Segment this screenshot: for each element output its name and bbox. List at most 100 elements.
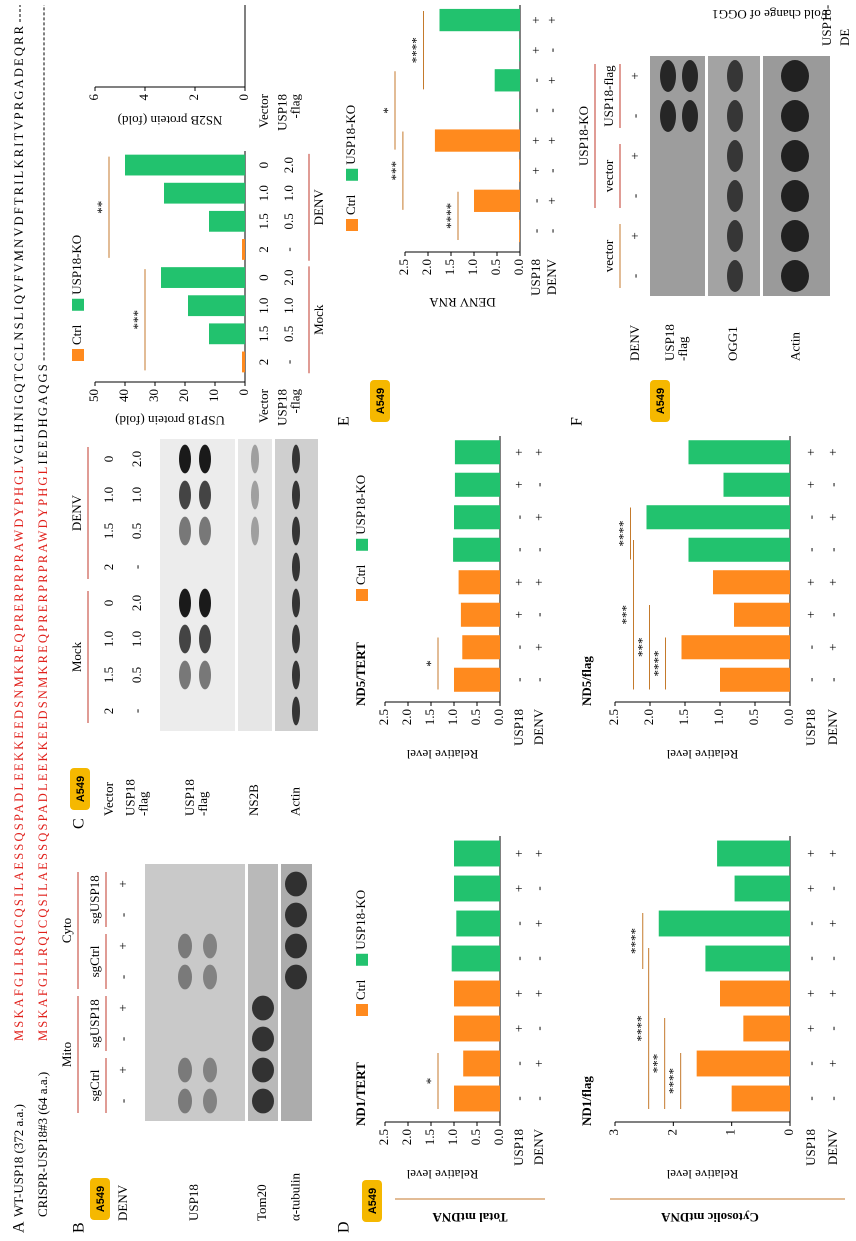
row-mark: + — [115, 1066, 130, 1073]
y-tick-label: 2 — [186, 94, 201, 101]
row-mark: - — [129, 565, 144, 569]
row-mark: 0.5 — [281, 213, 296, 229]
y-tick-label: 2.0 — [399, 1129, 414, 1145]
band — [203, 1089, 217, 1114]
row-mark: + — [531, 644, 546, 651]
row-mark: - — [627, 274, 642, 278]
y-tick-label: 1.5 — [676, 709, 691, 725]
row-mark: + — [511, 885, 526, 892]
row-mark: + — [803, 1025, 818, 1032]
significance-label: *** — [650, 1054, 665, 1074]
y-axis-label: Relative level — [666, 1167, 738, 1182]
bar — [454, 668, 500, 692]
band-label: USP18 — [186, 1184, 201, 1221]
row-mark: + — [531, 514, 546, 521]
row-mark: 2 — [101, 564, 116, 571]
row-mark: + — [627, 232, 642, 239]
row-mark: - — [531, 1096, 546, 1100]
y-tick-label: 2.0 — [399, 709, 414, 725]
y-tick-label: 50 — [86, 389, 101, 402]
significance-label: * — [423, 660, 438, 667]
y-tick-label: 0.5 — [488, 259, 503, 275]
band — [199, 625, 211, 654]
row-mark: - — [544, 229, 559, 233]
sequence-mutated: MSKAFGLLRQICQSILAESSQSPADLEEKKEEDSNMKREQ… — [12, 467, 26, 1041]
row-mark: 1.5 — [101, 667, 116, 683]
panel-letter: B — [71, 1222, 88, 1233]
page: { "panels": ["A", "B", "C", "D", "E", "F… — [0, 0, 856, 1241]
bar — [724, 473, 791, 497]
row-label: DENV — [825, 1128, 840, 1165]
row-mark: 1.0 — [281, 298, 296, 314]
row-mark: - — [531, 483, 546, 487]
panel-letter: D — [336, 1221, 353, 1233]
band — [179, 481, 191, 510]
row-mark: 1.0 — [256, 185, 271, 201]
band-label: OGG1 — [725, 326, 740, 361]
band — [199, 445, 211, 474]
row-mark: + — [511, 1025, 526, 1032]
band — [203, 934, 217, 959]
blot-subheader: sgCtrl — [87, 945, 102, 977]
legend-swatch — [356, 539, 368, 551]
band — [285, 872, 307, 897]
bar — [242, 239, 245, 260]
row-mark: 0.5 — [129, 667, 144, 683]
row-mark: - — [825, 613, 840, 617]
y-tick-label: 2.5 — [606, 709, 621, 725]
row-mark: - — [528, 108, 543, 112]
badge: A549 — [375, 388, 387, 414]
chart-title: ND5/TERT — [353, 642, 368, 706]
row-mark: 1.5 — [101, 523, 116, 539]
legend-label: USP18-KO — [353, 475, 368, 535]
row-mark: + — [825, 514, 840, 521]
y-tick-label: 1.0 — [465, 259, 480, 275]
band — [660, 60, 676, 92]
band — [251, 445, 259, 474]
panel-letter: C — [71, 818, 88, 829]
row-mark: + — [528, 137, 543, 144]
bar — [454, 981, 500, 1007]
panel-letter: F — [569, 417, 586, 426]
bar — [454, 876, 500, 902]
y-tick-label: 1.0 — [445, 1129, 460, 1145]
significance-label: **** — [666, 1068, 681, 1094]
bar — [161, 267, 245, 288]
row-label: USP18 — [528, 259, 543, 296]
bar — [461, 603, 500, 627]
row-mark: + — [544, 16, 559, 23]
bar — [717, 841, 790, 867]
bar — [682, 635, 791, 659]
row-mark: - — [528, 229, 543, 233]
row-mark: - — [511, 515, 526, 519]
row-mark: - — [511, 1096, 526, 1100]
partial-label: DE — [837, 29, 852, 46]
band — [179, 589, 191, 618]
row-mark: - — [825, 678, 840, 682]
row-mark: 1.5 — [256, 213, 271, 229]
row-mark: - — [825, 956, 840, 960]
blot-strip — [160, 439, 235, 731]
chart-title: ND1/TERT — [353, 1062, 368, 1126]
row-mark: + — [627, 72, 642, 79]
legend-label: Ctrl — [353, 564, 368, 585]
bar — [456, 911, 500, 937]
y-tick-label: 2.5 — [376, 709, 391, 725]
row-label: -flag — [287, 94, 302, 119]
band — [199, 481, 211, 510]
row-label: USP18 — [803, 1129, 818, 1166]
blot-strip — [248, 864, 278, 1121]
blot-subheader: vector — [601, 159, 616, 192]
blot-subheader: sgCtrl — [87, 1069, 102, 1101]
significance-label: *** — [388, 161, 403, 181]
legend-swatch — [356, 1004, 368, 1016]
band — [179, 445, 191, 474]
y-tick-label: 10 — [206, 389, 221, 402]
row-mark: - — [531, 548, 546, 552]
row-mark: + — [825, 579, 840, 586]
row-mark: - — [115, 913, 130, 917]
band — [199, 661, 211, 690]
band — [727, 220, 743, 252]
y-tick-label: 0 — [781, 1129, 796, 1136]
row-label: USP18 — [511, 1129, 526, 1166]
